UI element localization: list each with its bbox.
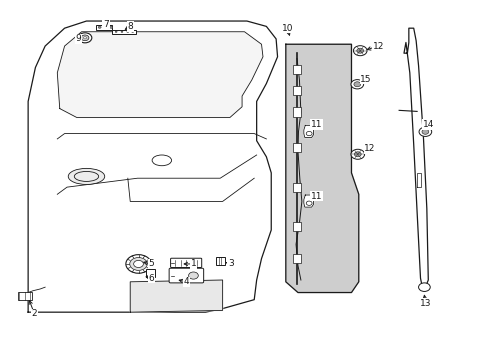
Circle shape: [305, 131, 311, 136]
Text: 14: 14: [422, 120, 433, 129]
Polygon shape: [303, 195, 313, 207]
Circle shape: [305, 201, 311, 205]
Text: 9: 9: [75, 35, 81, 44]
Bar: [292, 143, 301, 153]
Circle shape: [98, 26, 101, 28]
Circle shape: [350, 80, 363, 89]
Bar: [96, 24, 112, 30]
Circle shape: [188, 272, 198, 279]
Circle shape: [115, 31, 117, 32]
Text: 10: 10: [281, 24, 292, 33]
Text: 6: 6: [148, 274, 154, 283]
Circle shape: [133, 260, 143, 267]
Text: 1: 1: [190, 260, 196, 269]
Text: 11: 11: [310, 192, 322, 201]
Circle shape: [354, 152, 361, 157]
Circle shape: [131, 31, 133, 32]
Text: 8: 8: [127, 22, 133, 31]
Circle shape: [418, 283, 429, 292]
Bar: [292, 183, 301, 192]
Text: 3: 3: [227, 260, 233, 269]
Text: 2: 2: [32, 310, 37, 319]
Circle shape: [102, 26, 105, 28]
Text: 13: 13: [419, 299, 430, 308]
Bar: [292, 108, 301, 117]
Polygon shape: [303, 125, 313, 138]
Circle shape: [106, 26, 109, 28]
FancyBboxPatch shape: [169, 268, 203, 283]
Circle shape: [110, 26, 113, 28]
Circle shape: [126, 31, 128, 32]
Circle shape: [353, 46, 366, 56]
Circle shape: [418, 127, 431, 136]
Circle shape: [129, 257, 147, 270]
Circle shape: [353, 82, 360, 87]
Bar: [292, 86, 301, 95]
Circle shape: [356, 48, 363, 53]
Bar: [145, 269, 154, 277]
Text: 5: 5: [148, 260, 154, 269]
Circle shape: [83, 37, 86, 39]
Bar: [216, 257, 224, 265]
Polygon shape: [403, 28, 427, 287]
Circle shape: [78, 33, 92, 43]
Polygon shape: [57, 32, 263, 117]
Ellipse shape: [68, 168, 104, 184]
Circle shape: [121, 31, 122, 32]
Text: 4: 4: [183, 277, 188, 286]
Circle shape: [421, 129, 428, 134]
Bar: [292, 64, 301, 74]
Text: 15: 15: [360, 75, 371, 84]
Bar: [292, 222, 301, 231]
Polygon shape: [130, 280, 222, 312]
Polygon shape: [28, 21, 277, 312]
Circle shape: [81, 35, 89, 41]
Bar: [112, 30, 135, 33]
Circle shape: [125, 255, 151, 273]
Circle shape: [350, 149, 364, 159]
Bar: [292, 254, 301, 263]
FancyBboxPatch shape: [170, 258, 201, 267]
Text: 12: 12: [372, 41, 383, 50]
Text: 12: 12: [364, 144, 375, 153]
Text: 7: 7: [103, 20, 108, 29]
Bar: [18, 292, 31, 300]
Text: 11: 11: [310, 120, 322, 129]
Polygon shape: [285, 44, 358, 293]
